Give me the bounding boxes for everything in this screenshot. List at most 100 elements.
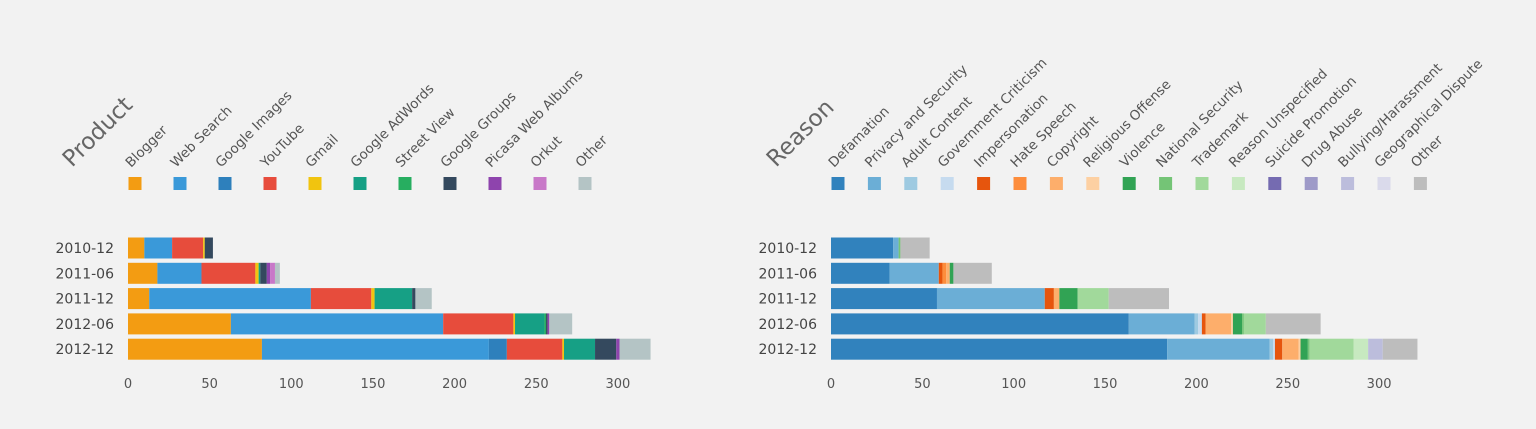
product-bar-segment-gmail[interactable]	[203, 237, 205, 259]
product-bar-segment-google-groups[interactable]	[412, 288, 416, 310]
reason-bar-segment-violence[interactable]	[1059, 288, 1078, 310]
reason-bar-segment-copyright[interactable]	[1205, 313, 1232, 335]
product-bar-segment-other[interactable]	[549, 313, 573, 335]
reason-bar-segment-national-security[interactable]	[1242, 313, 1244, 335]
reason-bar-segment-defamation[interactable]	[831, 237, 894, 259]
product-bar-segment-youtube[interactable]	[310, 288, 372, 310]
product-bar-segment-web-search[interactable]	[149, 288, 311, 310]
product-bar-segment-google-groups[interactable]	[546, 313, 548, 335]
reason-bar-segment-other[interactable]	[953, 262, 992, 284]
product-bar-segment-picasa-web-albums[interactable]	[266, 262, 271, 284]
product-bar-segment-gmail[interactable]	[513, 313, 516, 335]
reason-bar-segment-national-security[interactable]	[1307, 338, 1310, 360]
reason-bar-segment-violence[interactable]	[1232, 313, 1243, 335]
reason-bar-segment-impersonation[interactable]	[1044, 288, 1054, 310]
product-bar-segment-gmail[interactable]	[255, 262, 259, 284]
reason-bar-segment-religious-offense[interactable]	[1298, 338, 1301, 360]
reason-bar-segment-other[interactable]	[1382, 338, 1418, 360]
reason-bar-segment-government-criticism[interactable]	[1273, 338, 1275, 360]
reason-legend-swatch-national-security	[1159, 177, 1173, 190]
product-bar-segment-blogger[interactable]	[128, 288, 150, 310]
product-bar-segment-other[interactable]	[415, 288, 432, 310]
product-bar-segment-google-adwords[interactable]	[564, 338, 596, 360]
product-bar-segment-web-search[interactable]	[157, 262, 202, 284]
reason-bar-segment-defamation[interactable]	[831, 288, 937, 310]
reason-bar-segment-copyright[interactable]	[1282, 338, 1299, 360]
reason-bar-segment-other[interactable]	[900, 237, 930, 259]
product-bar-segment-street-view[interactable]	[544, 313, 547, 335]
reason-legend-swatch-hate-speech	[1013, 177, 1027, 190]
product-bar-segment-google-groups[interactable]	[595, 338, 617, 360]
reason-bar-segment-national-security[interactable]	[898, 237, 901, 259]
reason-bar-segment-privacy-and-security[interactable]	[936, 288, 1045, 310]
reason-legend-swatch-suicide-promotion	[1268, 177, 1282, 190]
reason-bar-segment-violence[interactable]	[1300, 338, 1308, 360]
reason-period-label: 2010-12	[759, 241, 818, 257]
reason-bar-segment-trademark[interactable]	[1309, 338, 1354, 360]
product-bar-segment-google-adwords[interactable]	[258, 262, 261, 284]
reason-period-label: 2011-12	[759, 292, 818, 308]
reason-legend-swatch-drug-abuse	[1304, 177, 1318, 190]
product-bar-segment-google-adwords[interactable]	[515, 313, 545, 335]
reason-x-tick-label: 300	[1367, 377, 1392, 392]
reason-bar-segment-adult-content[interactable]	[1269, 338, 1274, 360]
product-bar-segment-blogger[interactable]	[128, 313, 231, 335]
reason-bar-segment-adult-content[interactable]	[1194, 313, 1199, 335]
product-bar-segment-blogger[interactable]	[128, 237, 145, 259]
product-bar-segment-google-adwords[interactable]	[374, 288, 413, 310]
product-legend-label-other: Other	[573, 132, 612, 171]
reason-bar-segment-defamation[interactable]	[831, 338, 1168, 360]
product-bar-segment-web-search[interactable]	[144, 237, 173, 259]
reason-bar-segment-other[interactable]	[1108, 288, 1169, 310]
reason-bar-segment-religious-offense[interactable]	[1231, 313, 1233, 335]
reason-bar-segment-impersonation[interactable]	[1274, 338, 1283, 360]
reason-bar-segment-violence[interactable]	[949, 262, 954, 284]
product-bar-segment-youtube[interactable]	[201, 262, 256, 284]
product-legend-swatch-web-search	[173, 177, 187, 190]
product-bar-segment-web-search[interactable]	[230, 313, 444, 335]
product-bar-segment-youtube[interactable]	[443, 313, 514, 335]
reason-bar-segment-privacy-and-security[interactable]	[1128, 313, 1195, 335]
reason-bar-segment-reason-unspecified[interactable]	[1353, 338, 1369, 360]
reason-legend-swatch-impersonation	[977, 177, 991, 190]
reason-bar-segment-trademark[interactable]	[1077, 288, 1109, 310]
product-bar-segment-orkut[interactable]	[270, 262, 275, 284]
reason-bar-segment-copyright[interactable]	[1053, 288, 1060, 310]
reason-bar-segment-copyright[interactable]	[946, 262, 950, 284]
reason-bar-segment-defamation[interactable]	[831, 262, 890, 284]
product-bar-segment-web-search[interactable]	[261, 338, 489, 360]
reason-bar-segment-privacy-and-security[interactable]	[889, 262, 939, 284]
product-bar-segment-blogger[interactable]	[128, 338, 262, 360]
product-bar-segment-google-images[interactable]	[488, 338, 507, 360]
reason-bar-segment-trademark[interactable]	[1243, 313, 1266, 335]
product-bar-segment-youtube[interactable]	[172, 237, 204, 259]
product-bar-segment-gmail[interactable]	[562, 338, 565, 360]
reason-bar-segment-impersonation[interactable]	[1201, 313, 1206, 335]
reason-legend-swatch-geographical-dispute	[1377, 177, 1391, 190]
reason-legend-swatch-bullying-harassment	[1341, 177, 1355, 190]
reason-period-label: 2011-06	[759, 266, 818, 282]
reason-bar-segment-impersonation[interactable]	[938, 262, 943, 284]
product-bar-segment-gmail[interactable]	[371, 288, 375, 310]
reason-bar-segment-hate-speech[interactable]	[942, 262, 947, 284]
product-bar-segment-other[interactable]	[274, 262, 280, 284]
product-legend-swatch-picasa-web-albums	[488, 177, 502, 190]
product-bar-segment-other[interactable]	[619, 338, 651, 360]
product-period-label: 2012-12	[56, 342, 115, 358]
product-bar-segment-google-groups[interactable]	[260, 262, 267, 284]
product-bar-segment-picasa-web-albums[interactable]	[547, 313, 550, 335]
product-x-tick-label: 250	[524, 377, 549, 392]
product-x-tick-label: 200	[442, 377, 467, 392]
reason-bar-segment-defamation[interactable]	[831, 313, 1129, 335]
product-bar-segment-youtube[interactable]	[506, 338, 563, 360]
reason-bar-segment-bullying-harassment[interactable]	[1368, 338, 1383, 360]
reason-bar-segment-privacy-and-security[interactable]	[893, 237, 899, 259]
product-bar-segment-blogger[interactable]	[128, 262, 158, 284]
reason-bar-segment-other[interactable]	[1265, 313, 1321, 335]
product-x-tick-label: 50	[201, 377, 218, 392]
reason-bar-segment-privacy-and-security[interactable]	[1167, 338, 1270, 360]
reason-bar-segment-government-criticism[interactable]	[1198, 313, 1202, 335]
product-bar-segment-picasa-web-albums[interactable]	[616, 338, 620, 360]
product-bar-segment-google-groups[interactable]	[204, 237, 213, 259]
